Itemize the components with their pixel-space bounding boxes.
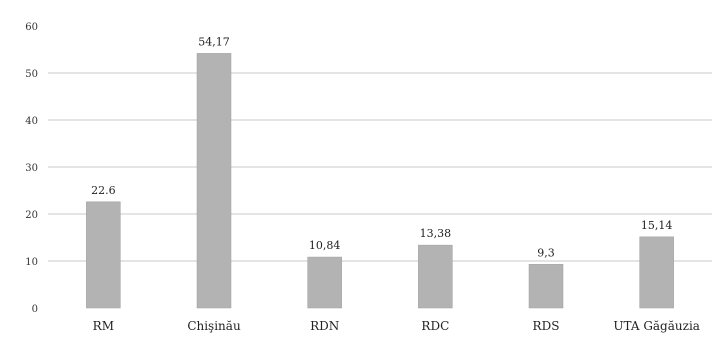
data-label-2: 54,17	[198, 35, 230, 48]
category-label-1: RM	[93, 319, 114, 333]
bar-4	[418, 244, 453, 309]
data-label-3: 10,84	[309, 239, 341, 252]
category-label-5: RDS	[533, 319, 560, 333]
data-label-4: 13,38	[420, 227, 452, 240]
y-tick-label-40: 40	[25, 116, 38, 127]
y-tick-label-50: 50	[25, 69, 38, 80]
data-label-6: 15,14	[641, 219, 673, 232]
y-tick-label-10: 10	[25, 257, 38, 268]
bar-6	[639, 236, 674, 309]
bar-2	[196, 53, 232, 309]
bars	[86, 53, 674, 309]
category-label-2: Chişinău	[187, 319, 241, 333]
bar-1	[86, 201, 121, 309]
category-label-4: RDC	[421, 319, 449, 333]
data-labels: 22.6 54,17 10,84 13,38 9,3 15,14	[91, 35, 672, 259]
y-tick-label-20: 20	[25, 210, 38, 221]
category-label-3: RDN	[310, 319, 339, 333]
gridlines	[48, 72, 712, 262]
bar-3	[307, 256, 342, 309]
category-labels: RM Chişinău RDN RDC RDS UTA Găgăuzia	[93, 319, 700, 333]
y-tick-label-60: 60	[25, 22, 38, 33]
data-label-1: 22.6	[91, 184, 116, 197]
y-axis-ticks: 0 10 20 30 40 50 60	[25, 22, 38, 315]
y-tick-label-30: 30	[25, 163, 38, 174]
bar-5	[528, 264, 564, 309]
category-label-6: UTA Găgăuzia	[613, 319, 700, 333]
y-tick-label-0: 0	[32, 304, 38, 315]
data-label-5: 9,3	[537, 246, 555, 259]
